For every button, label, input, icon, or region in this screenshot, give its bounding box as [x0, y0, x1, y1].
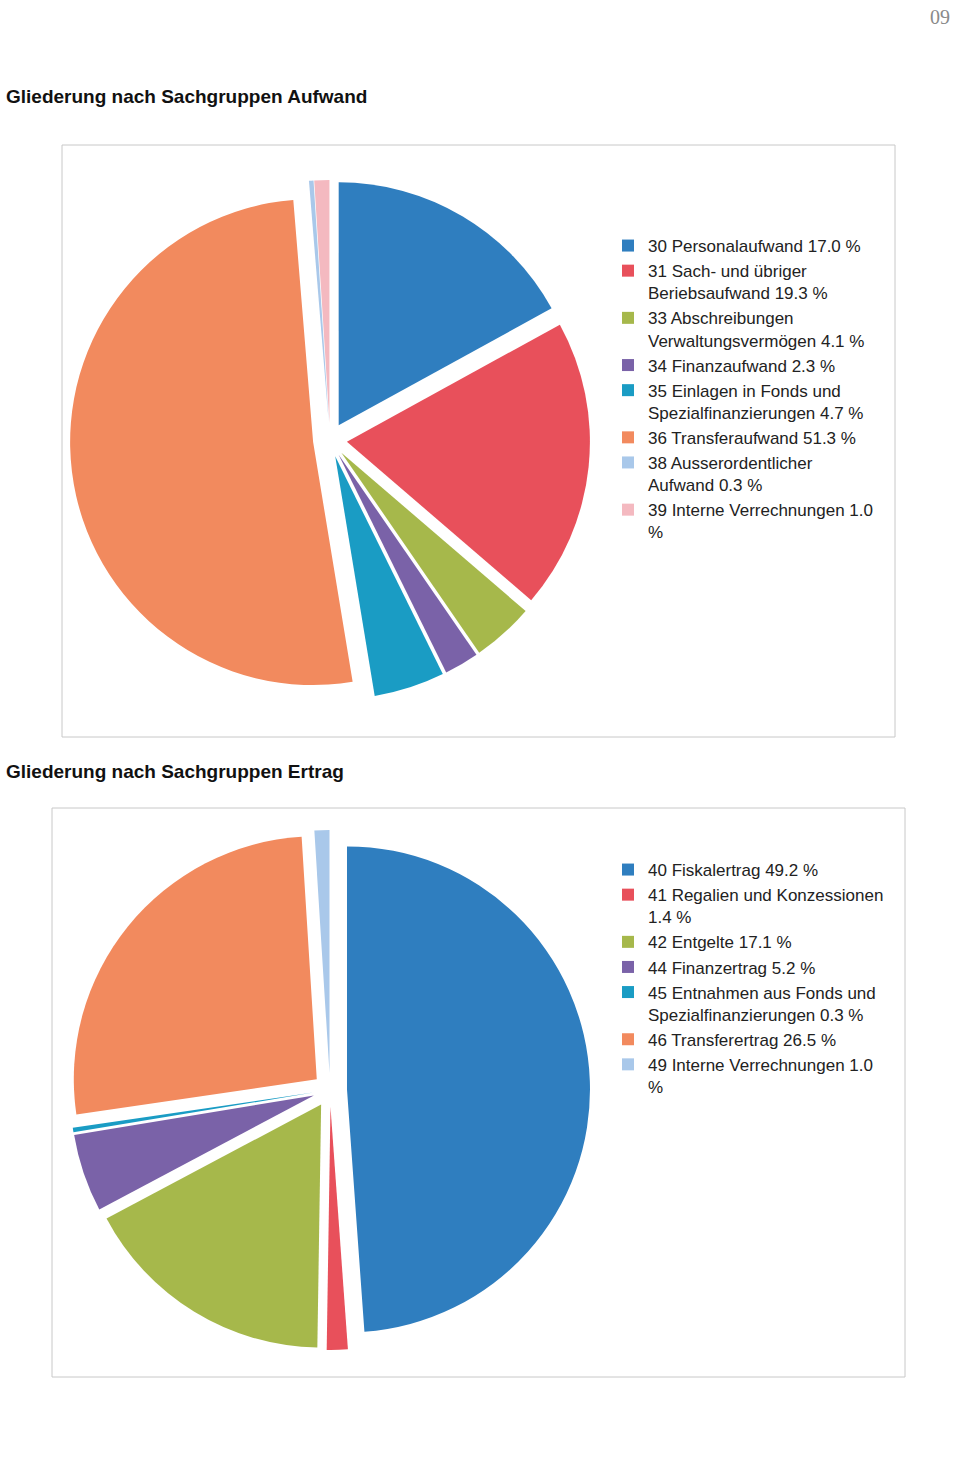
svg-text:30 Personalaufwand 17.0 %: 30 Personalaufwand 17.0 % [648, 237, 861, 256]
svg-text:46 Transferertrag 26.5 %: 46 Transferertrag 26.5 % [648, 1031, 836, 1050]
svg-text:40 Fiskalertrag 49.2 %: 40 Fiskalertrag 49.2 % [648, 861, 818, 880]
svg-text:41 Regalien und Konzessionen1.: 41 Regalien und Konzessionen1.4 % [648, 886, 883, 927]
svg-text:45 Entnahmen aus Fonds undSpez: 45 Entnahmen aus Fonds undSpezialfinanzi… [648, 984, 876, 1025]
svg-text:Gliederung nach Sachgruppen Er: Gliederung nach Sachgruppen Ertrag [6, 761, 344, 782]
svg-text:39 Interne Verrechnungen 1.0%: 39 Interne Verrechnungen 1.0% [648, 501, 873, 542]
svg-text:31 Sach- und übrigerBeriebsauf: 31 Sach- und übrigerBeriebsaufwand 19.3 … [648, 262, 828, 303]
svg-text:09: 09 [930, 6, 950, 28]
svg-text:Gliederung nach Sachgruppen Au: Gliederung nach Sachgruppen Aufwand [6, 86, 367, 107]
svg-text:33 AbschreibungenVerwaltungsve: 33 AbschreibungenVerwaltungsvermögen 4.1… [648, 309, 864, 350]
svg-text:42 Entgelte 17.1 %: 42 Entgelte 17.1 % [648, 933, 792, 952]
svg-text:49 Interne Verrechnungen 1.0%: 49 Interne Verrechnungen 1.0% [648, 1056, 873, 1097]
svg-text:36 Transferaufwand 51.3 %: 36 Transferaufwand 51.3 % [648, 429, 856, 448]
svg-text:38 AusserordentlicherAufwand 0: 38 AusserordentlicherAufwand 0.3 % [648, 454, 813, 495]
svg-text:34 Finanzaufwand 2.3 %: 34 Finanzaufwand 2.3 % [648, 357, 835, 376]
svg-text:35 Einlagen in Fonds undSpezia: 35 Einlagen in Fonds undSpezialfinanzier… [648, 382, 863, 423]
svg-text:44 Finanzertrag 5.2 %: 44 Finanzertrag 5.2 % [648, 959, 815, 978]
